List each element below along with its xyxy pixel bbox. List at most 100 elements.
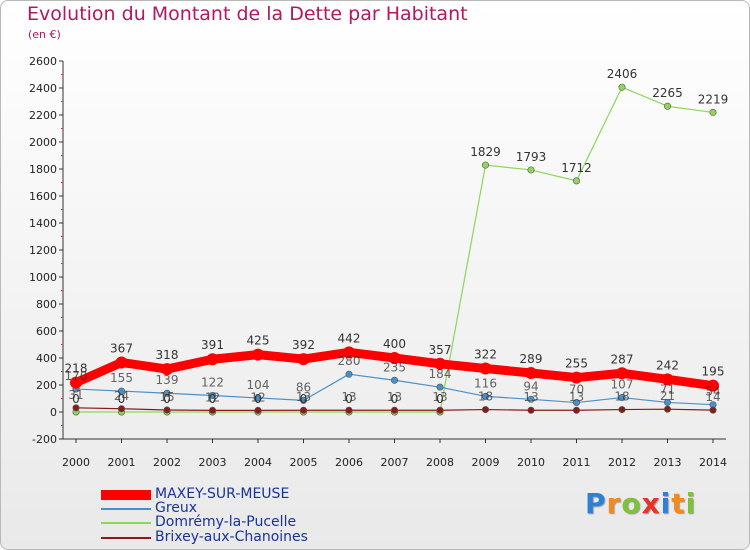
data-point-maxey bbox=[570, 371, 583, 384]
data-point-greux bbox=[390, 376, 398, 384]
data-point-greux bbox=[209, 392, 217, 400]
legend-label-maxey: MAXEY-SUR-MEUSE bbox=[155, 486, 290, 502]
data-label-greux: 116 bbox=[474, 376, 497, 390]
data-label-brixey: 13 bbox=[432, 390, 447, 404]
data-point-maxey bbox=[161, 363, 173, 376]
data-point-maxey bbox=[525, 366, 537, 379]
data-label-brixey: 14 bbox=[705, 390, 720, 404]
data-point-brixey bbox=[527, 406, 535, 414]
legend-label-brixey: Brixey-aux-Chanoines bbox=[155, 529, 308, 545]
brand-letter: i bbox=[660, 487, 672, 520]
data-point-maxey bbox=[297, 353, 310, 366]
data-label-greux: 54 bbox=[705, 385, 720, 399]
legend-label-greux: Greux bbox=[155, 500, 198, 516]
x-tick-label: 2011 bbox=[563, 456, 591, 469]
data-label-brixey: 13 bbox=[341, 390, 356, 404]
data-point-maxey bbox=[479, 362, 492, 375]
data-point-maxey bbox=[70, 376, 82, 389]
data-point-maxey bbox=[343, 346, 355, 359]
axes: -200020040060080010001200140016001800200… bbox=[29, 55, 727, 469]
x-tick-label: 2012 bbox=[608, 456, 636, 469]
data-label-maxey: 392 bbox=[292, 338, 315, 352]
data-label-brixey: 13 bbox=[569, 390, 584, 404]
data-point-maxey bbox=[616, 367, 628, 380]
data-label-greux: 170 bbox=[65, 369, 88, 383]
data-label-domremy: 0 bbox=[391, 392, 399, 406]
data-point-maxey bbox=[434, 357, 446, 370]
data-label-brixey: 18 bbox=[614, 390, 629, 404]
data-label-domremy: 1793 bbox=[516, 150, 547, 164]
brand-letter: t bbox=[671, 487, 686, 520]
y-tick-label: 400 bbox=[36, 352, 57, 365]
x-tick-label: 2013 bbox=[654, 456, 682, 469]
data-point-maxey bbox=[115, 356, 128, 369]
legend-swatch-brixey bbox=[101, 537, 151, 539]
y-tick-label: 600 bbox=[36, 325, 57, 338]
data-point-brixey bbox=[618, 406, 626, 414]
data-label-domremy: 0 bbox=[163, 392, 171, 406]
y-tick-label: 2200 bbox=[29, 109, 57, 122]
data-label-brixey: 13 bbox=[387, 390, 402, 404]
chart-unit-label: (en €) bbox=[28, 28, 61, 41]
y-tick-label: 1400 bbox=[29, 217, 57, 230]
data-point-brixey bbox=[436, 406, 444, 414]
data-point-domremy bbox=[618, 83, 626, 91]
x-tick-label: 2007 bbox=[381, 456, 409, 469]
data-label-domremy: 0 bbox=[209, 392, 217, 406]
brand-letter: x bbox=[641, 487, 661, 520]
data-label-domremy: 0 bbox=[300, 392, 308, 406]
data-label-greux: 122 bbox=[201, 376, 224, 390]
data-label-greux: 184 bbox=[429, 367, 452, 381]
data-label-greux: 86 bbox=[296, 380, 311, 394]
y-tick-label: 2000 bbox=[29, 136, 57, 149]
data-label-maxey: 357 bbox=[429, 343, 452, 357]
x-tick-label: 2003 bbox=[199, 456, 227, 469]
legend-swatch-domremy bbox=[101, 522, 151, 524]
y-tick-label: 1000 bbox=[29, 271, 57, 284]
series-layer bbox=[70, 83, 719, 416]
data-point-greux bbox=[118, 387, 126, 395]
data-label-domremy: 0 bbox=[72, 392, 80, 406]
data-label-brixey: 15 bbox=[159, 390, 174, 404]
x-tick-label: 2008 bbox=[426, 456, 454, 469]
data-point-maxey bbox=[206, 353, 219, 366]
data-point-brixey bbox=[345, 406, 353, 414]
data-label-maxey: 318 bbox=[156, 348, 179, 362]
data-point-maxey bbox=[661, 373, 674, 386]
legend-swatch-maxey bbox=[101, 490, 151, 500]
brand-letter: r bbox=[606, 487, 622, 520]
data-label-maxey: 400 bbox=[383, 337, 406, 351]
data-label-domremy: 1829 bbox=[470, 145, 501, 159]
x-tick-label: 2001 bbox=[108, 456, 136, 469]
data-point-greux bbox=[345, 370, 353, 378]
data-point-brixey bbox=[254, 406, 262, 414]
data-label-brixey: 18 bbox=[478, 390, 493, 404]
y-tick-label: -200 bbox=[32, 433, 57, 446]
x-tick-label: 2006 bbox=[335, 456, 363, 469]
data-point-greux bbox=[572, 399, 580, 407]
data-point-domremy bbox=[527, 166, 535, 174]
data-label-maxey: 218 bbox=[65, 362, 88, 376]
data-point-greux bbox=[299, 396, 307, 404]
data-label-maxey: 255 bbox=[565, 357, 588, 371]
data-label-maxey: 442 bbox=[338, 331, 361, 345]
data-label-brixey: 24 bbox=[114, 389, 129, 403]
data-label-greux: 107 bbox=[611, 378, 634, 392]
data-label-maxey: 391 bbox=[201, 338, 224, 352]
data-label-domremy: 0 bbox=[254, 392, 262, 406]
x-tick-label: 2004 bbox=[244, 456, 272, 469]
data-label-maxey: 425 bbox=[247, 334, 270, 348]
data-point-domremy bbox=[709, 108, 717, 116]
y-tick-label: 1600 bbox=[29, 190, 57, 203]
data-point-brixey bbox=[299, 406, 307, 414]
data-point-greux bbox=[163, 389, 171, 397]
data-label-greux: 155 bbox=[110, 371, 133, 385]
brand-letter: o bbox=[621, 487, 642, 520]
data-point-brixey bbox=[118, 405, 126, 413]
data-label-maxey: 322 bbox=[474, 348, 497, 362]
x-tick-label: 2009 bbox=[472, 456, 500, 469]
data-label-domremy: 2265 bbox=[652, 86, 683, 100]
data-label-domremy: 0 bbox=[436, 392, 444, 406]
data-label-maxey: 287 bbox=[611, 352, 634, 366]
brand-logo: Proxiti bbox=[585, 487, 696, 520]
